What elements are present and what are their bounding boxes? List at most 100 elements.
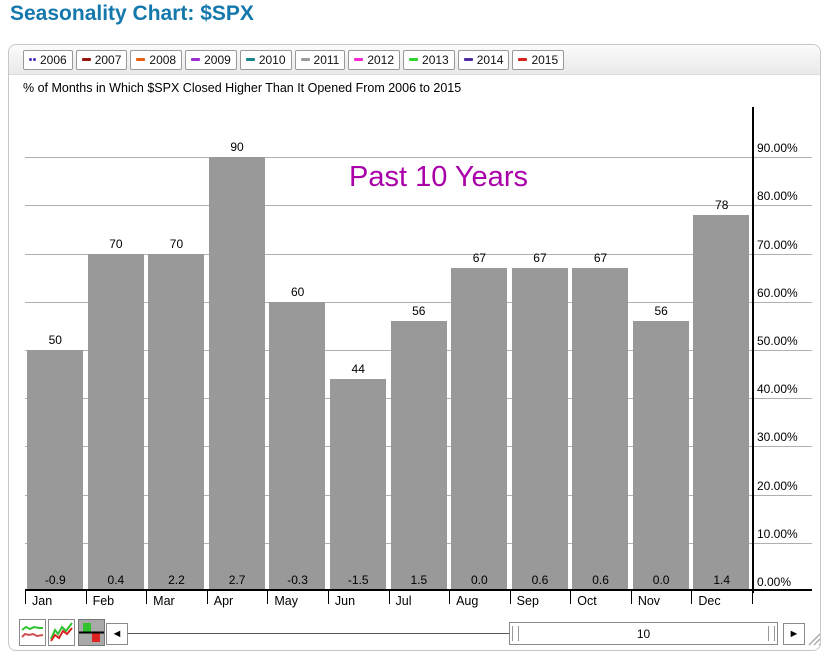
x-axis-tick — [85, 591, 87, 604]
x-axis-tick — [752, 591, 753, 604]
scrollbar-track[interactable] — [128, 633, 509, 634]
page-title: Seasonality Chart: $SPX — [10, 2, 254, 25]
y-axis-tick-label: 50.00% — [757, 334, 798, 348]
seasonality-bar — [390, 321, 447, 589]
bar-value-label: 90 — [230, 140, 244, 155]
year-marker-icon — [463, 58, 473, 61]
x-axis-tick — [146, 591, 148, 604]
seasonality-bar — [87, 253, 144, 589]
bar-value-label: 70 — [109, 236, 123, 251]
seasonality-bar — [148, 253, 205, 589]
x-axis-tick — [327, 591, 329, 604]
x-axis-line — [25, 589, 812, 591]
year-marker-icon — [29, 58, 32, 61]
x-axis-month-label: Aug — [456, 594, 479, 608]
legend-year-2006[interactable]: 2006 — [23, 49, 73, 70]
seasonality-bar — [329, 378, 386, 589]
year-label: 2009 — [204, 52, 231, 67]
resize-grip-icon[interactable] — [806, 632, 822, 647]
y-axis-tick-label: 90.00% — [757, 141, 798, 156]
plot-gridline — [25, 205, 812, 207]
bar-change-label: 0.0 — [652, 573, 670, 587]
y-axis-tick-label: 30.00% — [757, 430, 798, 445]
performance-chart-button[interactable] — [48, 619, 75, 646]
x-axis-tick — [630, 591, 632, 604]
year-marker-icon — [136, 58, 146, 61]
y-axis-tick-label: 80.00% — [757, 189, 798, 204]
legend-year-2008[interactable]: 2008 — [130, 49, 183, 70]
year-marker-icon — [518, 58, 528, 61]
legend-year-2015[interactable]: 2015 — [512, 49, 565, 70]
bar-value-label: 70 — [169, 236, 184, 251]
x-axis-tick — [25, 591, 26, 604]
year-label: 2012 — [367, 52, 395, 67]
histogram-chart-icon — [79, 623, 104, 642]
bar-value-label: 67 — [593, 251, 608, 266]
bar-change-label: 0.6 — [592, 573, 609, 587]
x-axis-tick — [691, 591, 693, 604]
seasonality-bar — [269, 301, 326, 589]
seasonality-bar — [511, 268, 568, 589]
chart-panel: 2006 2007 2008 2009 2010 2011 2012 2013 2014 2015… — [8, 44, 821, 651]
bar-value-label: 60 — [290, 284, 305, 299]
line-chart-icon — [21, 625, 44, 638]
plot-gridline — [25, 157, 812, 159]
x-axis-month-label: Nov — [637, 594, 661, 608]
year-label: 2011 — [313, 52, 340, 67]
legend-year-2014[interactable]: 2014 — [457, 49, 510, 70]
y-axis-tick-label: 70.00% — [757, 237, 798, 252]
y-axis-line — [752, 107, 754, 593]
legend-year-2012[interactable]: 2012 — [348, 49, 401, 70]
performance-chart-icon — [50, 622, 73, 642]
year-marker-icon — [33, 58, 36, 61]
right-arrow-icon: ► — [788, 628, 800, 640]
year-label: 2006 — [40, 52, 67, 67]
plot-gridline — [25, 301, 812, 303]
seasonality-bar — [27, 350, 84, 589]
year-marker-icon — [354, 58, 364, 61]
year-label: 2008 — [149, 52, 177, 67]
bar-change-label: -0.3 — [287, 573, 308, 587]
legend-year-2010[interactable]: 2010 — [239, 49, 292, 70]
bar-change-label: 2.2 — [168, 573, 185, 587]
seasonality-bar — [572, 268, 629, 589]
seasonality-bar — [693, 215, 750, 589]
scroll-right-button[interactable]: ► — [783, 623, 805, 645]
bar-change-label: 0.4 — [107, 573, 125, 587]
y-axis-tick-label: 60.00% — [757, 285, 798, 300]
year-label: 2015 — [531, 52, 559, 67]
year-label: 2014 — [476, 52, 504, 67]
bar-value-label: 78 — [715, 198, 729, 213]
legend-year-2011[interactable]: 2011 — [294, 49, 346, 70]
chart-subtitle: % of Months in Which $SPX Closed Higher … — [23, 81, 462, 95]
plot-gridline — [25, 253, 812, 255]
x-axis-tick — [388, 591, 390, 604]
scroll-left-button[interactable]: ◄ — [106, 623, 128, 645]
year-label: 2013 — [422, 52, 449, 67]
bar-value-label: 56 — [412, 304, 426, 319]
legend-year-2009[interactable]: 2009 — [185, 49, 237, 70]
legend-year-2007[interactable]: 2007 — [75, 49, 128, 70]
x-axis-month-label: Mar — [153, 594, 175, 608]
bar-value-label: 67 — [472, 251, 487, 266]
x-axis-month-label: Sep — [516, 594, 539, 608]
histogram-chart-button[interactable] — [78, 619, 105, 646]
x-axis-tick — [509, 591, 511, 604]
seasonality-bar — [208, 157, 265, 589]
scrollbar-value: 10 — [636, 626, 651, 641]
year-marker-icon — [191, 58, 201, 61]
legend-year-2013[interactable]: 2013 — [403, 49, 455, 70]
bar-value-label: 44 — [351, 361, 365, 376]
bar-value-label: 67 — [533, 251, 547, 266]
scrollbar-thumb[interactable]: 10 — [509, 622, 778, 645]
x-axis-month-label: May — [274, 594, 298, 608]
bar-value-label: 50 — [48, 333, 62, 347]
line-chart-button[interactable] — [19, 619, 46, 646]
bar-change-label: 0.6 — [531, 573, 549, 587]
bar-change-label: -1.5 — [347, 573, 369, 587]
year-marker-icon — [245, 58, 255, 61]
thumb-grip-right — [768, 626, 775, 641]
left-arrow-icon: ◄ — [111, 628, 123, 640]
y-axis-tick-label: 0.00% — [757, 575, 792, 589]
